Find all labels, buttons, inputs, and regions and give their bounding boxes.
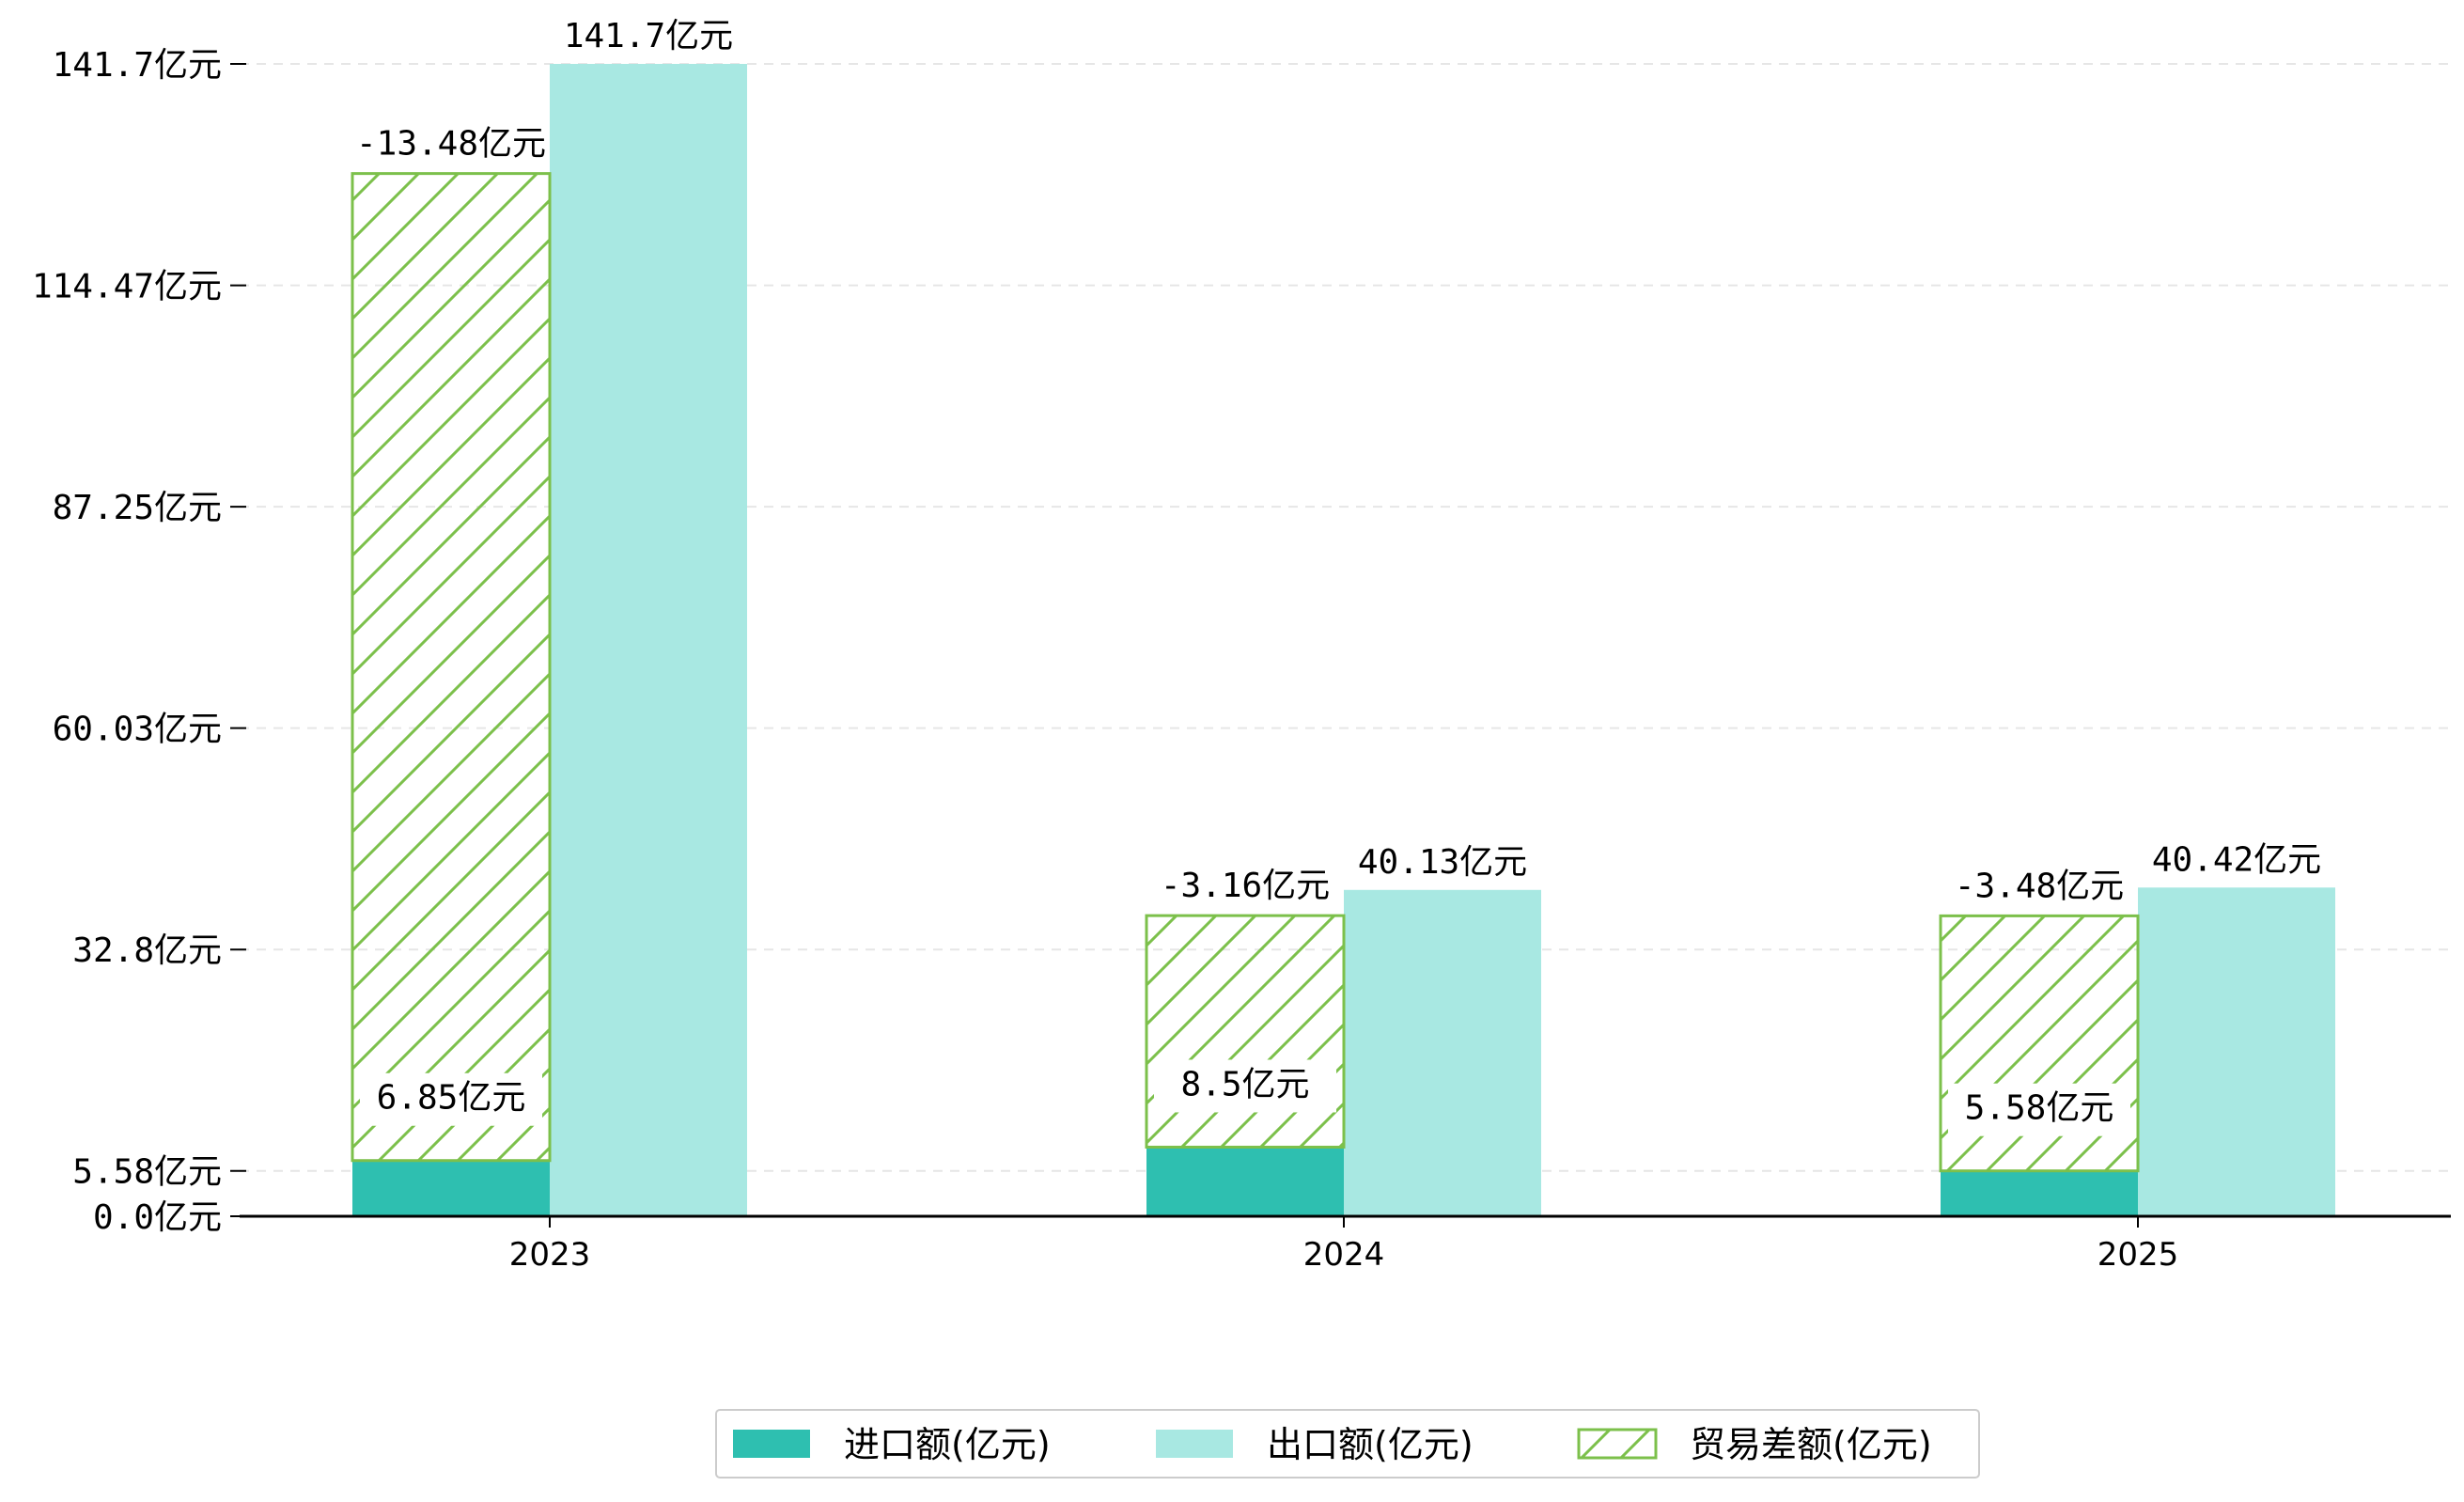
legend-box xyxy=(715,1409,1980,1479)
legend-label: 进口额(亿元) xyxy=(844,1424,1051,1465)
legend-swatch xyxy=(1156,1430,1233,1458)
import-value-label: 5.58亿元 xyxy=(1965,1089,2114,1128)
trade-balance-bar xyxy=(1145,914,1346,1149)
y-tick-label: 5.58亿元 xyxy=(72,1153,222,1192)
import-label-background xyxy=(1154,1059,1336,1113)
bars xyxy=(351,64,2335,1216)
y-tick-label: 0.0亿元 xyxy=(93,1198,222,1237)
axes: 0.0亿元 5.58亿元 32.8亿元 60.03亿元 87.25亿元 114.47亿元 1… xyxy=(32,46,2451,1274)
y-tick-label: 141.7亿元 xyxy=(53,46,222,85)
import-label-background xyxy=(360,1072,542,1126)
y-tick-label: 60.03亿元 xyxy=(53,711,222,749)
y-tick-label: 87.25亿元 xyxy=(53,489,222,527)
export-value-label: 40.42亿元 xyxy=(2152,840,2321,879)
export-bar xyxy=(1344,889,1541,1216)
x-category-label: 2023 xyxy=(509,1236,591,1274)
export-bar xyxy=(2138,887,2335,1216)
legend-label: 出口额(亿元) xyxy=(1267,1424,1474,1465)
data-labels: 141.7亿元 -13.48亿元 6.85亿元 40.13亿元 -3.16亿元 8.5亿元… xyxy=(356,17,2321,1136)
import-bar xyxy=(1941,1170,2138,1216)
trade-balance-value-label: -3.16亿元 xyxy=(1161,867,1330,905)
legend-swatch xyxy=(1577,1428,1658,1460)
legend-swatch xyxy=(733,1430,810,1458)
legend-label: 贸易差额(亿元) xyxy=(1690,1424,1932,1465)
legend: 进口额(亿元) 出口额(亿元) 贸易差额(亿元) xyxy=(715,1409,1980,1479)
y-tick-label: 32.8亿元 xyxy=(72,931,222,970)
import-label-background xyxy=(1948,1083,2130,1136)
import-value-label: 8.5亿元 xyxy=(1180,1065,1309,1103)
x-category-label: 2024 xyxy=(1303,1236,1385,1274)
export-bar xyxy=(550,64,747,1216)
export-value-label: 40.13亿元 xyxy=(1358,843,1527,882)
trade-balance-value-label: -3.48亿元 xyxy=(1955,867,2124,905)
trade-balance-value-label: -13.48亿元 xyxy=(356,125,546,164)
export-value-label: 141.7亿元 xyxy=(564,17,733,55)
import-bar xyxy=(352,1160,550,1216)
import-bar xyxy=(1146,1147,1344,1216)
import-value-label: 6.85亿元 xyxy=(377,1079,526,1118)
x-category-label: 2025 xyxy=(2098,1236,2179,1274)
y-tick-label: 114.47亿元 xyxy=(32,268,222,306)
trade-balance-bar xyxy=(351,172,552,1163)
